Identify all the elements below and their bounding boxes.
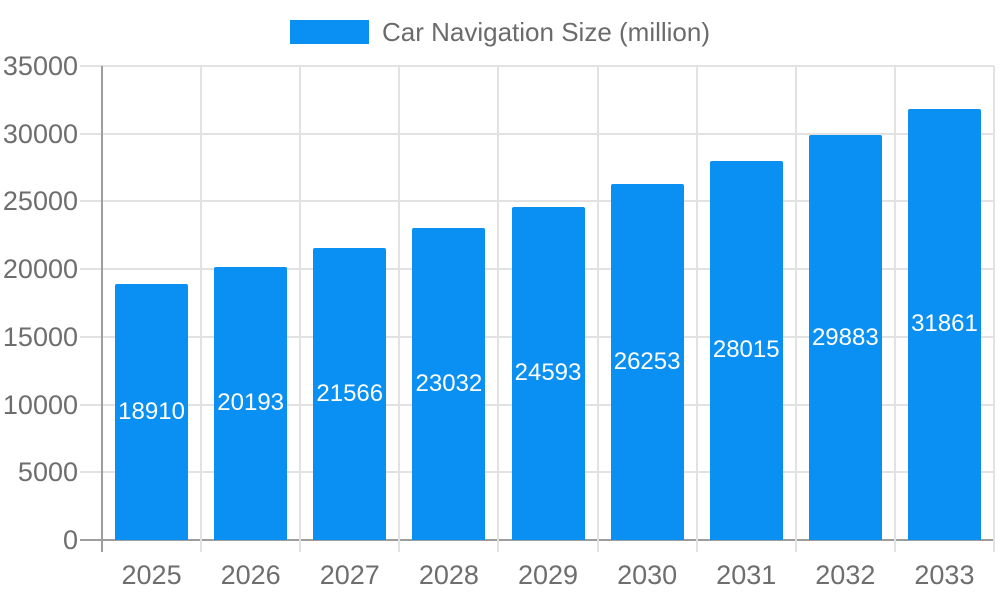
y-tick-label-15000: 15000 [2, 321, 78, 352]
x-axis-tick [200, 540, 203, 552]
bar-value-label: 28015 [712, 336, 780, 364]
gridline-horizontal [80, 132, 994, 135]
bar-value-label: 29883 [811, 323, 879, 351]
bar-2029: 24593 [511, 206, 585, 540]
gridline-vertical [993, 66, 995, 540]
gridline-vertical [794, 66, 797, 540]
gridline-vertical [497, 66, 500, 540]
y-tick-label-0: 0 [62, 525, 78, 555]
x-axis-tick [596, 540, 599, 552]
bar-2030: 26253 [610, 184, 684, 540]
bar-2026: 20193 [214, 266, 288, 540]
x-tick-label-2029: 2029 [517, 560, 579, 590]
x-axis-tick [893, 540, 896, 552]
y-tick-label-35000: 35000 [2, 51, 78, 81]
gridline-vertical [695, 66, 698, 540]
y-tick-label-20000: 20000 [2, 254, 78, 285]
x-axis-tick [993, 540, 995, 552]
bar-value-label: 20193 [217, 389, 285, 417]
x-axis-tick [398, 540, 401, 552]
gridline-vertical [299, 66, 302, 540]
bar-2027: 21566 [313, 247, 387, 540]
x-tick-label-2028: 2028 [418, 560, 479, 590]
bar-value-label: 31861 [911, 310, 978, 338]
x-tick-label-2027: 2027 [319, 560, 380, 590]
gridline-vertical [200, 66, 203, 540]
x-tick-label-2026: 2026 [220, 560, 281, 590]
y-tick-label-30000: 30000 [2, 118, 78, 149]
bar-value-label: 18910 [118, 397, 185, 425]
x-tick-label-2032: 2032 [815, 560, 876, 590]
gridline-vertical [893, 66, 896, 540]
x-axis-tick [299, 540, 302, 552]
bar-2031: 28015 [709, 160, 783, 540]
x-tick-label-2030: 2030 [617, 560, 678, 590]
bar-value-label: 24593 [514, 359, 582, 387]
x-tick-label-2031: 2031 [716, 560, 777, 590]
y-tick-label-5000: 5000 [17, 457, 78, 488]
bar-value-label: 23032 [415, 370, 483, 398]
bar-2032: 29883 [808, 135, 882, 540]
bar-2028: 23032 [412, 228, 486, 540]
gridline-horizontal [80, 200, 994, 203]
legend-swatch [290, 20, 369, 44]
x-tick-label-2025: 2025 [121, 560, 182, 590]
bar-2025: 18910 [115, 283, 189, 540]
bar-value-label: 26253 [613, 348, 681, 376]
y-tick-label-10000: 10000 [2, 389, 78, 420]
gridline-vertical [398, 66, 401, 540]
x-axis-line [80, 539, 994, 541]
x-axis-tick [794, 540, 797, 552]
y-axis-line [101, 66, 103, 552]
legend-label: Car Navigation Size (million) [382, 17, 710, 47]
gridline-vertical [596, 66, 599, 540]
x-axis-tick [497, 540, 500, 552]
bar-value-label: 21566 [316, 379, 384, 407]
gridline-horizontal [80, 65, 994, 67]
y-tick-label-25000: 25000 [2, 186, 78, 217]
x-tick-label-2033: 2033 [914, 560, 975, 590]
bar-2033: 31861 [907, 108, 981, 540]
x-axis-tick [695, 540, 698, 552]
legend[interactable]: Car Navigation Size (million) [0, 18, 1000, 46]
